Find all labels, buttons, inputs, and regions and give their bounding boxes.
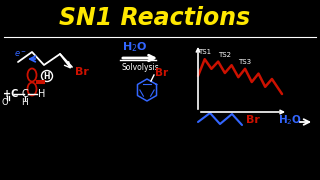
Text: Br: Br <box>75 67 89 77</box>
Text: H$_2$O: H$_2$O <box>122 40 148 54</box>
Text: H: H <box>38 89 45 99</box>
Text: Br: Br <box>246 115 260 125</box>
Text: TS3: TS3 <box>238 59 252 65</box>
Text: SN1 Reactions: SN1 Reactions <box>60 6 251 30</box>
Text: H: H <box>44 71 50 80</box>
Text: O: O <box>2 98 8 107</box>
Text: $e^-$: $e^-$ <box>13 49 27 59</box>
Text: TS1: TS1 <box>198 49 211 55</box>
Text: Br: Br <box>155 68 168 78</box>
Text: H: H <box>22 98 28 107</box>
Text: Solvolysis: Solvolysis <box>121 62 159 71</box>
Text: H$_2$O: H$_2$O <box>278 113 302 127</box>
Text: C: C <box>22 89 28 99</box>
Text: +C: +C <box>3 89 18 99</box>
Text: TS2: TS2 <box>218 52 231 58</box>
Circle shape <box>42 71 52 82</box>
